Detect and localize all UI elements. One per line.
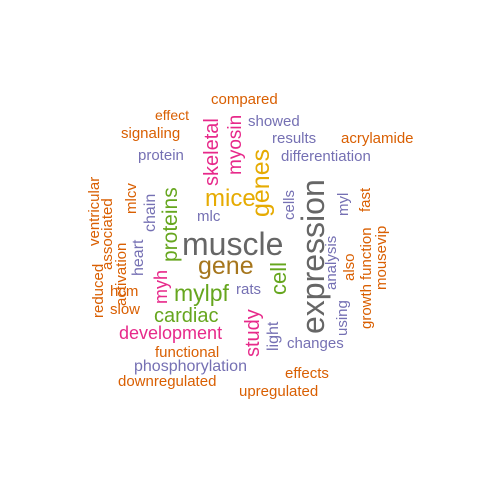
word-analysis: analysis [323,235,340,290]
word-function: function [358,227,375,280]
word-effects: effects [285,365,329,382]
word-genes: genes [247,148,275,217]
word-showed: showed [248,113,300,130]
word-hcm: hcm [110,283,139,300]
word-using: using [334,300,351,336]
word-muscle: muscle [182,226,284,262]
word-slow: slow [110,301,141,318]
word-study: study [242,309,264,357]
word-rats: rats [236,281,262,298]
word-ventricular: ventricular [86,176,103,246]
word-results: results [272,130,317,147]
word-downregulated: downregulated [118,373,217,390]
word-mousevip: mousevip [373,225,390,290]
word-fast: fast [357,187,374,212]
word-functional: functional [155,344,220,361]
word-signaling: signaling [121,125,181,142]
word-light: light [265,321,282,351]
word-cardiac: cardiac [154,305,219,327]
word-protein: protein [138,147,184,164]
word-myl: myl [335,192,352,216]
word-cell: cell [266,261,291,295]
word-differentiation: differentiation [281,148,371,165]
word-gene: gene [198,252,254,280]
word-proteins: proteins [159,187,182,262]
word-skeletal: skeletal [201,118,223,186]
word-chain: chain [142,193,159,232]
word-heart: heart [130,239,147,276]
word-activation: activation [113,242,130,306]
word-mlc: mlc [197,208,221,225]
word-acrylamide: acrylamide [341,130,414,147]
word-changes: changes [287,335,344,352]
word-phosphorylation: phosphorylation [134,358,247,375]
word-upregulated: upregulated [239,383,319,400]
word-myosin: myosin [225,114,246,175]
word-also: also [341,253,358,281]
word-mylpf: mylpf [174,280,229,306]
word-compared: compared [211,91,278,108]
word-effect: effect [155,107,189,123]
word-mice: mice [205,185,256,212]
word-growth: growth [358,283,375,329]
word-development: development [119,323,223,343]
word-reduced: reduced [90,263,107,318]
word-myh: myh [151,269,171,304]
word-mlcv: mlcv [123,183,140,214]
